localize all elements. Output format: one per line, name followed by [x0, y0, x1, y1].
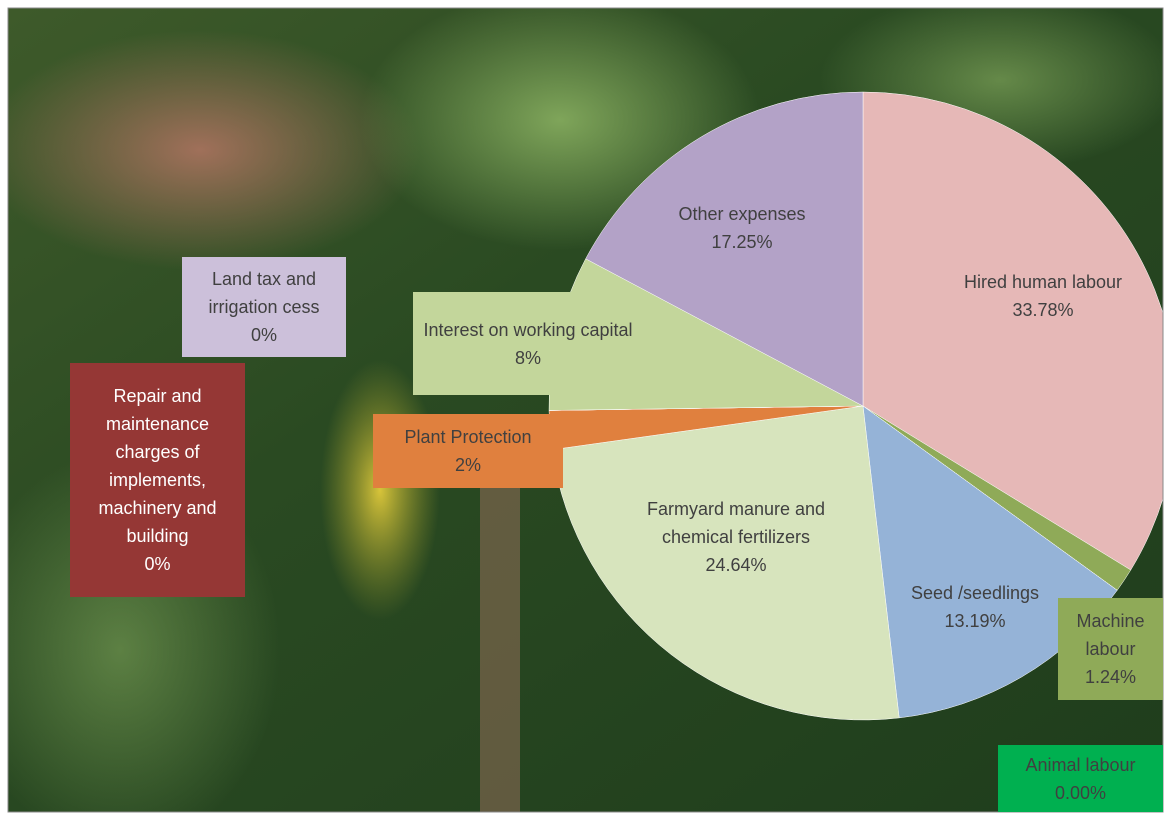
data-label: Repair and maintenance charges of implem…: [70, 363, 245, 597]
label-value: 0%: [251, 321, 277, 349]
label-value: 13.19%: [944, 607, 1005, 635]
label-value: 0.00%: [1055, 779, 1106, 807]
label-category: Land tax and irrigation cess: [186, 265, 342, 321]
label-value: 24.64%: [705, 551, 766, 579]
label-category: Interest on working capital: [423, 316, 632, 344]
label-value: 8%: [515, 344, 541, 372]
label-value: 0%: [144, 550, 170, 578]
label-category: Hired human labour: [964, 268, 1122, 296]
label-category: Plant Protection: [404, 423, 531, 451]
chart: Hired human labour33.78% Machine labour1.…: [0, 0, 1166, 816]
label-value: 33.78%: [1012, 296, 1073, 324]
data-label: Farmyard manure and chemical fertilizers…: [622, 472, 850, 602]
label-category: Animal labour: [1025, 751, 1135, 779]
label-value: 2%: [455, 451, 481, 479]
label-value: 17.25%: [711, 228, 772, 256]
label-value: 1.24%: [1085, 663, 1136, 691]
label-category: Repair and maintenance charges of implem…: [74, 382, 241, 550]
label-category: Machine labour: [1062, 607, 1159, 663]
label-category: Farmyard manure and chemical fertilizers: [626, 495, 846, 551]
label-category: Seed /seedlings: [911, 579, 1039, 607]
label-category: Other expenses: [678, 200, 805, 228]
